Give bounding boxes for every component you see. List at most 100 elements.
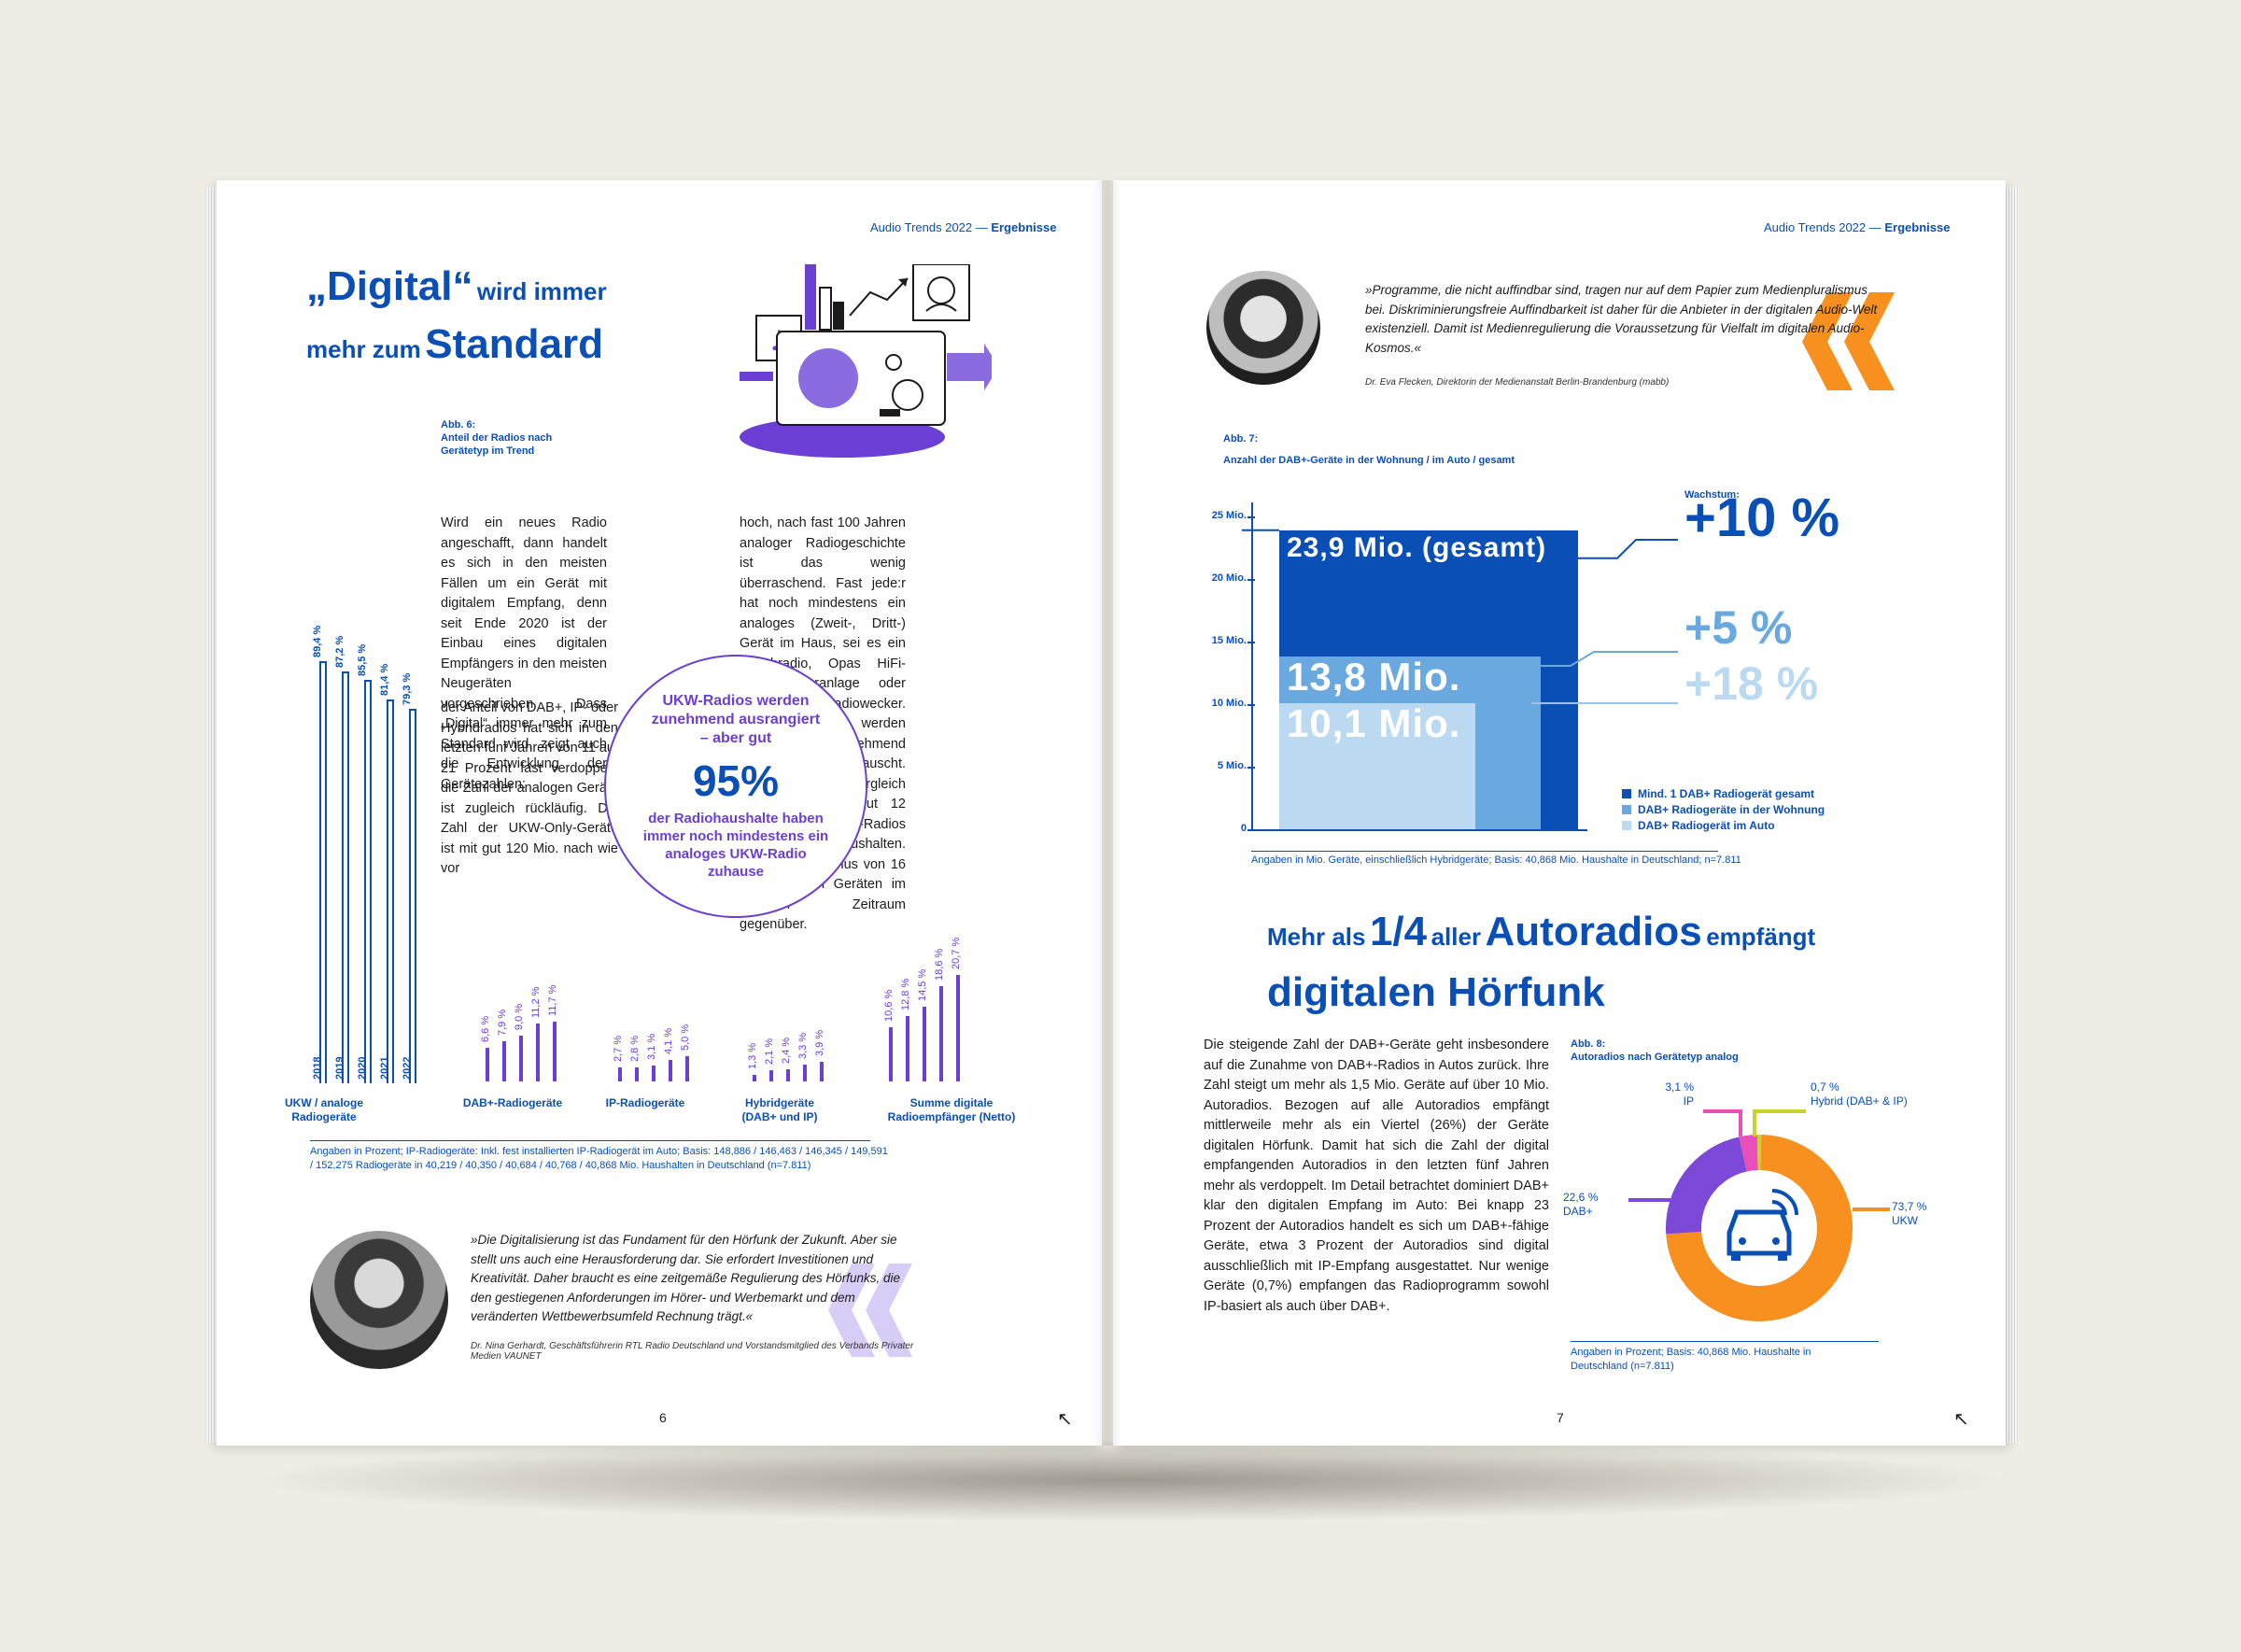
series-bar — [786, 1068, 790, 1081]
ukw-bar-label: 79,3 % — [402, 672, 413, 706]
ukw-bar-label: 85,5 % — [357, 643, 368, 676]
fig7-legend-swatch — [1622, 789, 1631, 798]
series-bar — [889, 1026, 893, 1081]
fig8-slice — [1739, 1135, 1758, 1172]
fig8-leader-line — [1703, 1109, 1742, 1137]
page-left: Audio Trends 2022 — Ergebnisse „Digital“… — [217, 180, 1102, 1446]
series-bar-label: 2,4 % — [781, 1037, 792, 1064]
fig7-footnote: Angaben in Mio. Geräte, einschließlich H… — [1251, 854, 1741, 866]
fig8-slice-label: 73,7 % UKW — [1892, 1200, 1926, 1228]
fig7-y-axis — [1251, 502, 1253, 829]
series-bar — [956, 975, 960, 1081]
fig7-y-tick-label: 15 Mio. — [1211, 635, 1247, 646]
group-label: IP-Radiogeräte — [605, 1096, 685, 1109]
series-bar-label: 9,0 % — [514, 1003, 525, 1030]
year-label: 2018 — [312, 1056, 323, 1080]
fig7-legend-label: DAB+ Radiogerät im Auto — [1638, 819, 1775, 832]
series-bar-label: 2,7 % — [613, 1036, 624, 1063]
series-bar-label: 11,7 % — [547, 984, 558, 1016]
ukw-bar-label: 87,2 % — [334, 636, 345, 669]
callout-circle: UKW-Radios werden zunehmend ausrangiert … — [604, 655, 867, 918]
fig8-footnote-divider — [1571, 1341, 1879, 1342]
series-bar-label: 1,3 % — [747, 1042, 758, 1069]
fig8-slice — [1666, 1135, 1853, 1321]
group-label: Summe digitale Radioempfänger (Netto) — [887, 1096, 1016, 1123]
series-bar — [486, 1047, 489, 1081]
series-bar — [939, 985, 943, 1081]
headline-aller: aller — [1431, 923, 1482, 951]
series-bar-label: 3,3 % — [797, 1032, 809, 1059]
series-bar — [923, 1007, 926, 1081]
quote-mark-icon — [828, 1264, 912, 1357]
header-section: Ergebnisse — [991, 220, 1057, 234]
series-bar — [669, 1060, 672, 1081]
fig7-y-tick-label: 25 Mio. — [1211, 510, 1247, 521]
page-right: Audio Trends 2022 — Ergebnisse »Programm… — [1113, 180, 2006, 1446]
page-headline-right: Mehr als 1/4 aller Autoradios empfängt d… — [1267, 906, 1815, 1027]
series-bar — [502, 1040, 506, 1081]
fig7-y-tick-label: 20 Mio. — [1211, 572, 1247, 584]
fig8-donut — [1628, 1109, 1890, 1321]
callout-text: der Radiohaushalte haben immer noch mind… — [642, 811, 829, 880]
ukw-bar — [342, 671, 349, 1083]
series-bar-label: 12,8 % — [900, 978, 911, 1010]
radio-illustration: ♫ — [740, 264, 992, 458]
fig6-caption: Abb. 6: Anteil der Radios nach Gerätetyp… — [441, 418, 590, 458]
series-bar-label: 20,7 % — [951, 937, 962, 970]
avatar-eva-flecken — [1206, 271, 1320, 385]
arrow-up-left-icon[interactable]: ↖ — [1057, 1409, 1073, 1430]
body-col1b-text: der Anteil von DAB+, IP- oder Hybridradi… — [441, 700, 618, 876]
series-bar-label: 10,6 % — [883, 989, 895, 1022]
fig7-y-tick — [1247, 704, 1255, 706]
ukw-bar-label: 89,4 % — [312, 626, 323, 658]
fig6-footnote: Angaben in Prozent; IP-Radiogeräte: Inkl… — [310, 1146, 888, 1171]
series-bar — [536, 1024, 540, 1081]
fig7-area-label: 13,8 Mio. — [1287, 655, 1461, 699]
page-number-right: 7 — [1557, 1410, 1564, 1425]
series-bar-label: 14,5 % — [917, 969, 928, 1002]
fig7-chart: Abb. 7: Anzahl der DAB+-Geräte in der Woh… — [1113, 180, 2006, 927]
series-bar — [685, 1055, 689, 1081]
fig7-area-label: 23,9 Mio. (gesamt) — [1287, 531, 1547, 563]
arrow-up-left-icon-right[interactable]: ↖ — [1953, 1409, 1969, 1430]
ukw-bar — [319, 661, 327, 1083]
fig7-connector-line — [1531, 651, 1678, 667]
fig7-growth: +5 % — [1684, 601, 1793, 654]
fig8-slice-name: DAB+ — [1563, 1205, 1593, 1218]
headline-quarter: 1/4 — [1369, 909, 1428, 954]
fig8-slice-name: UKW — [1892, 1214, 1918, 1227]
fig7-legend-swatch — [1622, 805, 1631, 814]
fig7-y-tick — [1247, 767, 1255, 769]
running-header: Audio Trends 2022 — Ergebnisse — [870, 220, 1056, 234]
headline-standard: Standard — [425, 321, 603, 367]
series-bar-label: 5,0 % — [680, 1024, 691, 1051]
fig7-y-tick-label: 0 — [1240, 823, 1247, 834]
quote-text-right: »Programme, die nicht auffindbar sind, t… — [1365, 283, 1878, 355]
series-bar-label: 18,6 % — [934, 948, 945, 981]
fig8-slice-label: 3,1 % IP — [1638, 1080, 1694, 1108]
quote-text: »Die Digitalisierung ist das Fundament f… — [471, 1233, 900, 1323]
ukw-bar — [364, 679, 372, 1083]
ukw-bar-label: 81,4 % — [379, 663, 390, 696]
fig7-area-label: 10,1 Mio. — [1287, 700, 1461, 745]
fig8-slice-value: 3,1 % — [1665, 1080, 1694, 1094]
series-bar — [553, 1021, 557, 1081]
series-bar — [753, 1074, 756, 1081]
headline-text: wird immer — [476, 277, 607, 305]
group-label: UKW / analoge Radiogeräte — [284, 1096, 363, 1123]
year-label: 2022 — [402, 1056, 413, 1080]
header-section-right: Ergebnisse — [1884, 220, 1951, 234]
headline-digital: „Digital“ — [306, 263, 473, 309]
footnote-divider — [310, 1140, 870, 1141]
quote-mark-orange-icon — [1802, 292, 1895, 390]
series-bar — [906, 1015, 909, 1081]
series-bar-label: 11,2 % — [530, 986, 542, 1019]
quote-source-right: Dr. Eva Flecken, Direktorin der Medienan… — [1365, 377, 1670, 388]
ukw-bar — [387, 699, 394, 1083]
series-bar-label: 2,1 % — [764, 1038, 775, 1066]
fig7-y-tick — [1247, 516, 1255, 518]
ukw-bar — [409, 709, 416, 1083]
group-label: DAB+-Radiogeräte — [462, 1096, 563, 1109]
fig7-legend-label: DAB+ Radiogeräte in der Wohnung — [1638, 803, 1825, 816]
fig8-slice-name: IP — [1683, 1094, 1694, 1108]
